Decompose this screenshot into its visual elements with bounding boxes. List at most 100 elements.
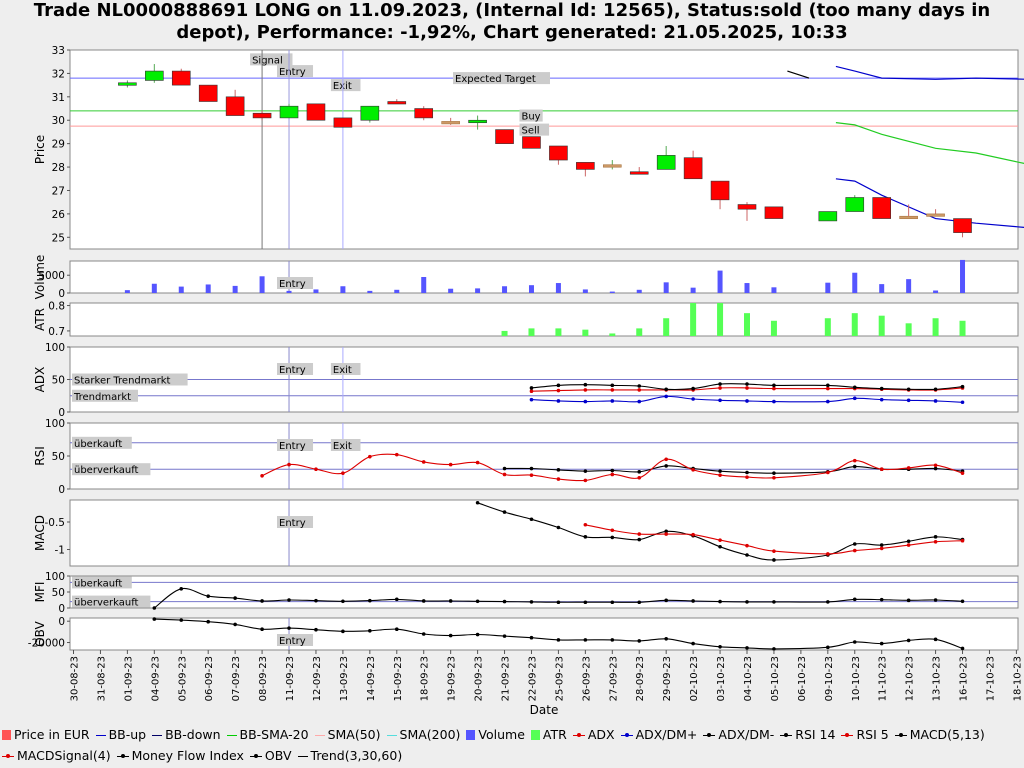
macd-data-point [826,552,830,556]
mfi-plot-area [69,575,1019,609]
adx-data-point [745,386,749,390]
rsi-reference-label-bg [72,463,151,476]
macd-data-point [718,538,722,542]
rsi-data-point [745,470,749,475]
multi-panel-chart: 25 26 27 28 29 30 31 32 33 Price Expected Target Si… [28,45,1024,717]
adx-data-point [529,397,534,402]
x-tick-label: 25-09-23 [554,656,565,701]
mfi-data-point [906,598,911,603]
obv-data-point [448,633,453,638]
obv-data-point [287,626,291,630]
candle-body [845,197,865,212]
atr-bar [959,320,966,336]
macd-data-point [933,535,938,539]
obv-data-point [691,641,695,646]
obv-data-point [502,634,507,638]
adx-data-point [826,399,830,404]
obv-data-point [772,647,776,651]
volume-bar [151,283,157,293]
adx-data-point [852,385,857,390]
adx-data-point [556,388,561,393]
macd-data-point [664,529,668,534]
obv-data-point [529,635,534,640]
legend-label: MACD(5,13) [909,727,985,742]
adx-data-point [960,400,965,405]
volume-bar [232,285,238,293]
rsi-data-point [341,471,345,475]
atr-bar [609,333,616,336]
macd-data-point [906,543,911,547]
x-tick-label: 03-10-23 [716,656,727,701]
legend-item: BB-up [95,724,146,745]
rsi-data-point [556,468,561,472]
atr-ytick-label: 0.7 [48,326,65,338]
rsi-data-point [475,460,480,465]
x-tick-label: 20-09-23 [474,656,485,701]
adx-data-point [933,399,938,403]
mfi-data-point [637,600,642,605]
rsi-axis-label: RSI [33,446,47,466]
adx-data-point [610,388,615,392]
adx-data-point [718,386,722,390]
mfi-data-point [206,594,210,598]
x-tick-label: 15-09-23 [393,656,404,701]
macd-data-point [933,540,938,544]
volume-bar [663,282,669,293]
rsi-data-point [583,478,588,483]
x-tick-label: 22-09-23 [527,656,538,701]
obv-data-point [637,639,642,643]
volume-bar [636,289,642,293]
legend-symbol [2,754,14,758]
x-tick-label: 08-09-23 [258,656,269,701]
legend-item: SMA(50) [314,724,381,745]
macd-data-point [772,549,776,553]
x-tick-label: 29-09-23 [662,656,673,701]
candle-body [899,215,918,220]
mfi-data-point [287,598,291,602]
legend-label: Money Flow Index [131,748,244,763]
x-axis-label: Date [530,703,559,717]
adx-data-point [610,399,615,403]
macd-data-point [583,535,588,539]
atr-bar [824,318,831,336]
adx-data-point [664,394,668,399]
candle-body [629,171,649,175]
rsi-event-label: Entry [279,441,306,452]
atr-plot-area [69,302,1019,337]
macd-series-line [477,502,963,561]
candle-body [953,218,972,233]
rsi-event-label-bg [277,439,314,451]
x-tick-label: 04-10-23 [743,656,754,701]
x-tick-label: 11-10-23 [878,656,889,701]
volume-event-label-bg [277,277,314,289]
adx-data-point [583,388,588,392]
macd-data-point [502,510,507,514]
volume-bar [205,284,211,293]
legend-symbol [95,735,106,736]
obv-data-point [421,632,426,636]
adx-data-point [637,384,642,388]
volume-bar [448,288,454,293]
x-tick-label: 12-09-23 [312,656,323,701]
mfi-data-point [664,598,668,603]
volume-bar [960,259,966,293]
candle-body [764,206,784,219]
mfi-data-point [448,599,453,603]
rsi-data-point [691,468,695,472]
x-tick-label: 05-10-23 [770,656,781,701]
rsi-data-point [933,463,938,468]
rsi-data-point [879,467,884,472]
mfi-data-point [179,587,184,591]
mfi-data-point [960,599,965,604]
obv-axis-label: OBV [33,620,47,646]
macd-data-point [906,539,911,544]
rsi-reference-label-bg [72,436,132,449]
legend-item: Trend(3,30,60) [297,745,402,766]
legend-symbol [466,730,476,740]
price-ytick-label: 26 [52,209,66,221]
legend-symbol [572,733,585,737]
adx-data-point [691,397,695,401]
rsi-data-point [745,475,749,479]
adx-data-point [529,389,534,394]
legend-label: ADX [587,727,615,742]
